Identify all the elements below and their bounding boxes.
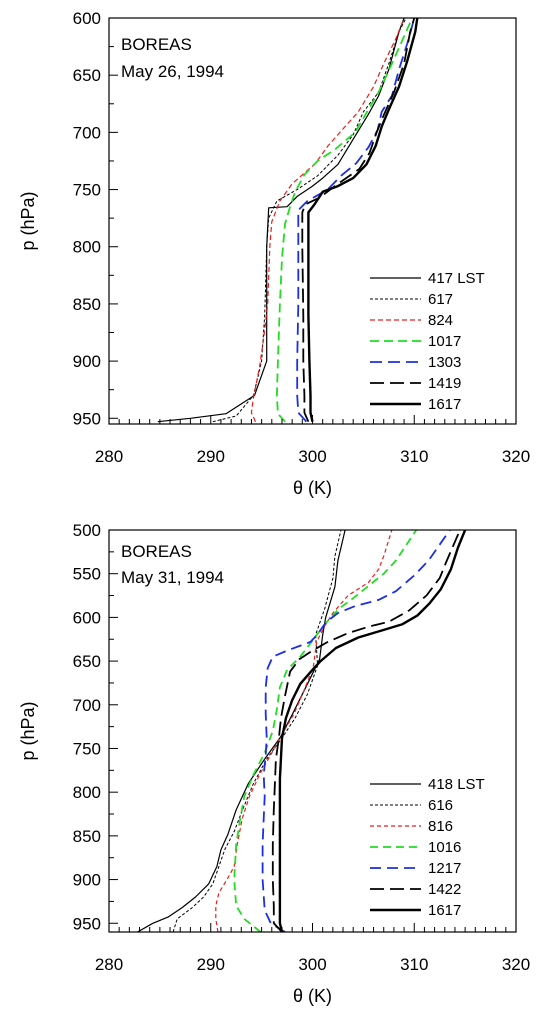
- x-tick-label: 320: [502, 955, 530, 974]
- legend: 417 LST 617 824 1017 1303 1419 1617: [370, 270, 485, 413]
- legend-label: 1217: [428, 860, 461, 877]
- series-line-1303: [296, 18, 416, 423]
- y-tick-label: 950: [73, 914, 101, 933]
- plot-area: [137, 530, 467, 932]
- y-tick-label: 700: [73, 696, 101, 715]
- x-tick-label: 310: [400, 955, 428, 974]
- series-line-616: [172, 530, 342, 932]
- x-tick-label: 320: [502, 447, 530, 466]
- chart-may31: 280 290 300 310 320 500 550 600 650 700 750 800 850 9…: [18, 521, 530, 1006]
- legend: 418 LST 616 816 1016 1217 1422 1617: [370, 776, 485, 919]
- y-axis-title: p (hPa): [18, 701, 38, 760]
- y-tick-label: 600: [73, 608, 101, 627]
- series-line-1617: [307, 18, 419, 422]
- series-line-824: [250, 18, 405, 422]
- y-tick-label: 800: [73, 783, 101, 802]
- legend-label: 1017: [428, 333, 461, 350]
- x-tick-label: 300: [298, 955, 326, 974]
- y-tick-label: 650: [73, 66, 101, 85]
- legend-label: 1303: [428, 354, 461, 371]
- x-tick-label: 310: [400, 447, 428, 466]
- y-tick-label: 850: [73, 295, 101, 314]
- legend-label: 616: [428, 797, 453, 814]
- y-tick-label: 650: [73, 652, 101, 671]
- annotation-date: May 26, 1994: [121, 62, 224, 81]
- x-tick-label: 280: [95, 447, 123, 466]
- y-tick-label: 900: [73, 871, 101, 890]
- legend-label: 816: [428, 818, 453, 835]
- y-tick-label: 500: [73, 521, 101, 540]
- series-line-1422: [271, 530, 461, 932]
- y-tick-label: 700: [73, 123, 101, 142]
- y-axis-title: p (hPa): [18, 191, 38, 250]
- x-axis-title: θ (K): [293, 478, 332, 498]
- series-line-1617: [278, 530, 467, 932]
- series-line-1016: [233, 530, 418, 932]
- x-tick-label: 290: [197, 447, 225, 466]
- y-tick-label: 850: [73, 827, 101, 846]
- annotation-date: May 31, 1994: [121, 568, 224, 587]
- annotation-project: BOREAS: [121, 35, 192, 54]
- legend-label: 1422: [428, 881, 461, 898]
- annotation-project: BOREAS: [121, 542, 192, 561]
- chart-may26: 280 290 300 310 320 600 650 700 750 800 850 900 950 θ…: [18, 9, 530, 498]
- legend-label: 617: [428, 291, 453, 308]
- series-line-617: [212, 18, 407, 423]
- x-tick-label: 290: [197, 955, 225, 974]
- series-line-1017: [276, 18, 414, 423]
- y-tick-label: 550: [73, 565, 101, 584]
- legend-label: 1617: [428, 396, 461, 413]
- y-tick-label: 750: [73, 739, 101, 758]
- x-axis-title: θ (K): [293, 986, 332, 1006]
- x-tick-label: 300: [298, 447, 326, 466]
- y-tick-label: 750: [73, 181, 101, 200]
- legend-label: 418 LST: [428, 776, 485, 793]
- legend-label: 824: [428, 312, 453, 329]
- y-tick-label: 800: [73, 238, 101, 257]
- legend-label: 1419: [428, 375, 461, 392]
- series-line-418-lst: [137, 530, 346, 932]
- legend-label: 1617: [428, 902, 461, 919]
- legend-label: 417 LST: [428, 270, 485, 287]
- y-tick-label: 950: [73, 409, 101, 428]
- series-line-1217: [261, 530, 451, 932]
- y-tick-label: 600: [73, 9, 101, 28]
- series-line-816: [215, 530, 393, 932]
- y-tick-label: 900: [73, 352, 101, 371]
- legend-label: 1016: [428, 839, 461, 856]
- plot-area: [157, 18, 419, 423]
- x-tick-label: 280: [95, 955, 123, 974]
